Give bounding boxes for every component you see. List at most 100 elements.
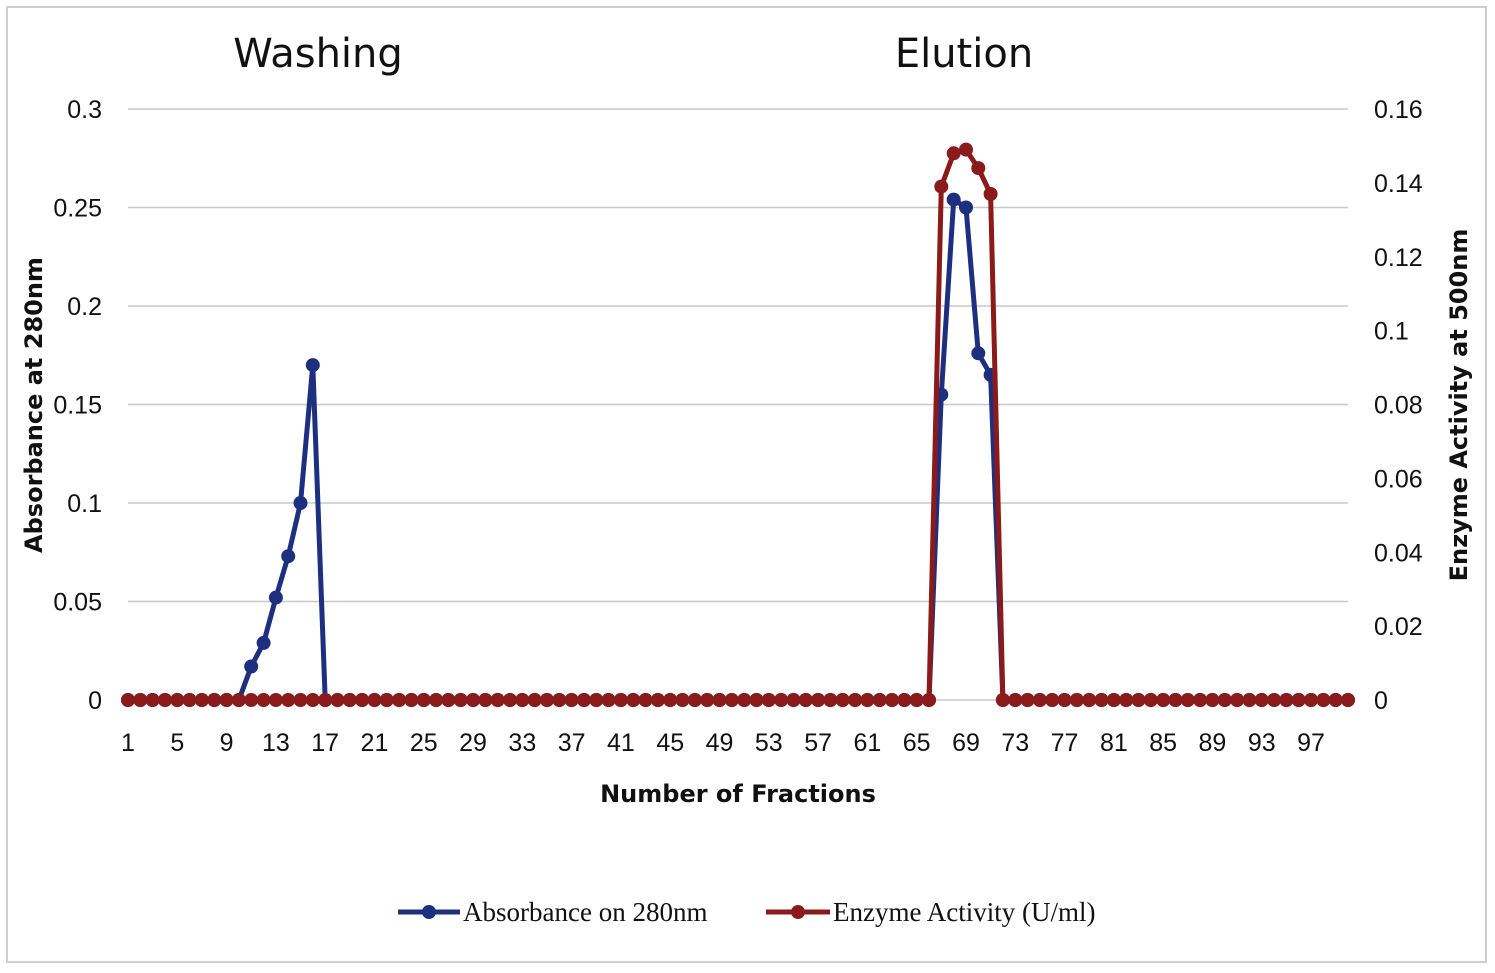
x-tick-label: 25 [410, 729, 438, 757]
data-point [1341, 693, 1355, 707]
data-point [441, 693, 456, 707]
data-point [256, 635, 271, 650]
data-point [934, 179, 949, 194]
data-point [1242, 693, 1257, 707]
data-point [1168, 693, 1183, 707]
x-tick-label: 97 [1297, 729, 1325, 757]
data-point [786, 693, 801, 707]
left-y-tick-label: 0.15 [53, 392, 102, 420]
data-point [663, 693, 678, 707]
data-point [527, 693, 542, 707]
right-y-tick-label: 0 [1374, 687, 1388, 715]
data-point [959, 142, 973, 157]
data-point [946, 146, 961, 161]
elution-annotation: Elution [895, 31, 1033, 77]
data-point [158, 693, 172, 707]
data-point [1119, 693, 1134, 707]
data-point [650, 693, 665, 707]
x-tick-label: 69 [952, 729, 980, 757]
data-point [1069, 693, 1084, 707]
x-tick-label: 17 [311, 729, 339, 757]
x-tick-label: 49 [706, 729, 734, 757]
data-point [231, 693, 246, 707]
data-point [761, 693, 776, 707]
data-point [687, 693, 702, 707]
washing-annotation: Washing [233, 31, 403, 77]
x-tick-label: 73 [1001, 729, 1029, 757]
data-point [268, 693, 283, 707]
data-point [613, 693, 628, 707]
x-tick-label: 65 [903, 729, 931, 757]
left-y-axis-title: Absorbance at 280nm [20, 257, 48, 553]
data-point [712, 693, 727, 707]
left-y-tick-label: 0 [88, 687, 102, 715]
data-point [1230, 693, 1245, 707]
data-point [121, 693, 135, 707]
data-point [1328, 693, 1343, 707]
right-y-axis-title: Enzyme Activity at 500nm [1445, 229, 1473, 582]
data-point [379, 693, 394, 707]
data-point [983, 187, 998, 201]
x-tick-label: 77 [1051, 729, 1079, 757]
data-point [515, 693, 530, 707]
data-point [466, 693, 481, 707]
data-point [256, 693, 271, 707]
data-point [293, 693, 308, 707]
data-point [404, 693, 419, 707]
chart-frame [6, 6, 1487, 963]
right-y-tick-label: 0.1 [1374, 318, 1409, 346]
data-point [182, 693, 197, 707]
data-point [897, 693, 912, 707]
x-tick-label: 93 [1248, 729, 1276, 757]
legend-enzyme-marker [791, 905, 805, 919]
data-point [577, 693, 591, 707]
x-tick-label: 61 [853, 729, 881, 757]
x-tick-label: 1 [121, 729, 135, 757]
series-enzyme-activity [121, 142, 1355, 707]
left-y-tick-label: 0.3 [67, 96, 102, 124]
x-tick-label: 37 [558, 729, 586, 757]
right-y-tick-label: 0.04 [1374, 539, 1423, 567]
data-point [207, 693, 222, 707]
right-y-tick-label: 0.14 [1374, 170, 1423, 198]
data-point [860, 693, 875, 707]
data-point [922, 693, 936, 707]
data-point [1279, 693, 1294, 707]
data-point [971, 161, 986, 176]
data-point [1131, 693, 1146, 707]
data-point [737, 693, 752, 707]
data-point [946, 192, 961, 207]
data-point [540, 693, 554, 707]
data-point [1057, 693, 1072, 707]
data-point [318, 693, 333, 707]
series-line [128, 147, 1348, 703]
data-point [909, 693, 924, 707]
data-point [798, 693, 813, 707]
data-point [305, 358, 320, 373]
x-tick-label: 41 [607, 729, 635, 757]
data-point [811, 693, 826, 707]
data-point [1156, 693, 1171, 707]
data-point [1082, 693, 1097, 707]
data-point [1291, 693, 1306, 707]
data-point [848, 693, 863, 707]
data-point [638, 693, 653, 707]
data-point [330, 693, 345, 707]
x-tick-label: 57 [804, 729, 832, 757]
data-point [700, 693, 715, 707]
data-point [749, 693, 764, 707]
x-tick-label: 45 [656, 729, 684, 757]
data-point [145, 693, 160, 707]
data-point [429, 693, 444, 707]
x-tick-label: 21 [361, 729, 389, 757]
data-point [1143, 693, 1158, 707]
data-point [1045, 693, 1060, 707]
data-point [490, 693, 505, 707]
right-y-tick-label: 0.16 [1374, 96, 1423, 124]
data-point [959, 200, 973, 215]
data-point [1304, 693, 1318, 707]
legend-absorbance-marker [422, 905, 436, 919]
data-point [244, 693, 259, 707]
data-point [1316, 693, 1331, 707]
data-point [342, 693, 357, 707]
